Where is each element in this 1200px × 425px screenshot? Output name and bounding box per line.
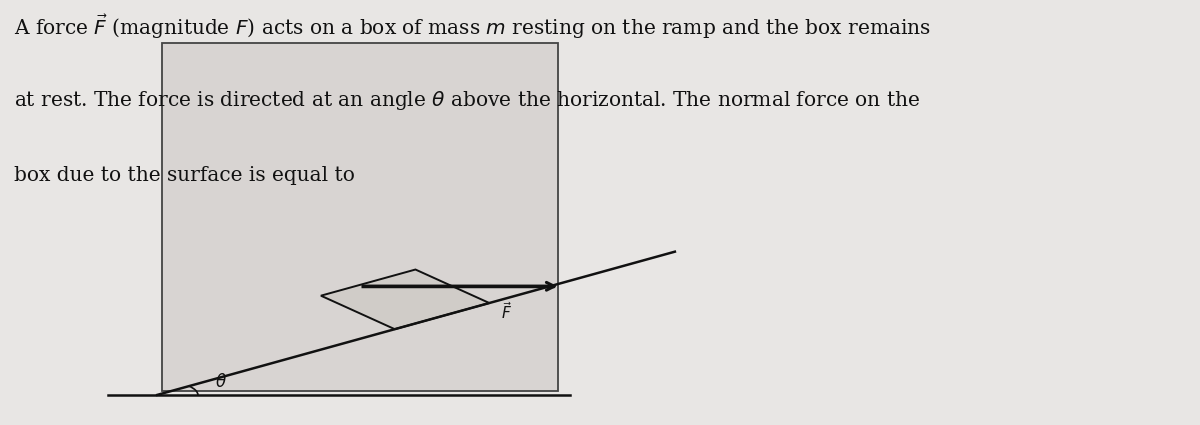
Text: at rest. The force is directed at an angle $\theta$ above the horizontal. The no: at rest. The force is directed at an ang… [14,89,920,112]
Text: $\theta$: $\theta$ [215,373,227,391]
Text: A force $\vec{F}$ (magnitude $F$) acts on a box of mass $m$ resting on the ramp : A force $\vec{F}$ (magnitude $F$) acts o… [14,13,931,41]
Text: box due to the surface is equal to: box due to the surface is equal to [14,166,355,185]
Text: $\vec{F}$: $\vec{F}$ [500,301,512,322]
Bar [162,42,558,391]
Polygon shape [320,269,490,329]
